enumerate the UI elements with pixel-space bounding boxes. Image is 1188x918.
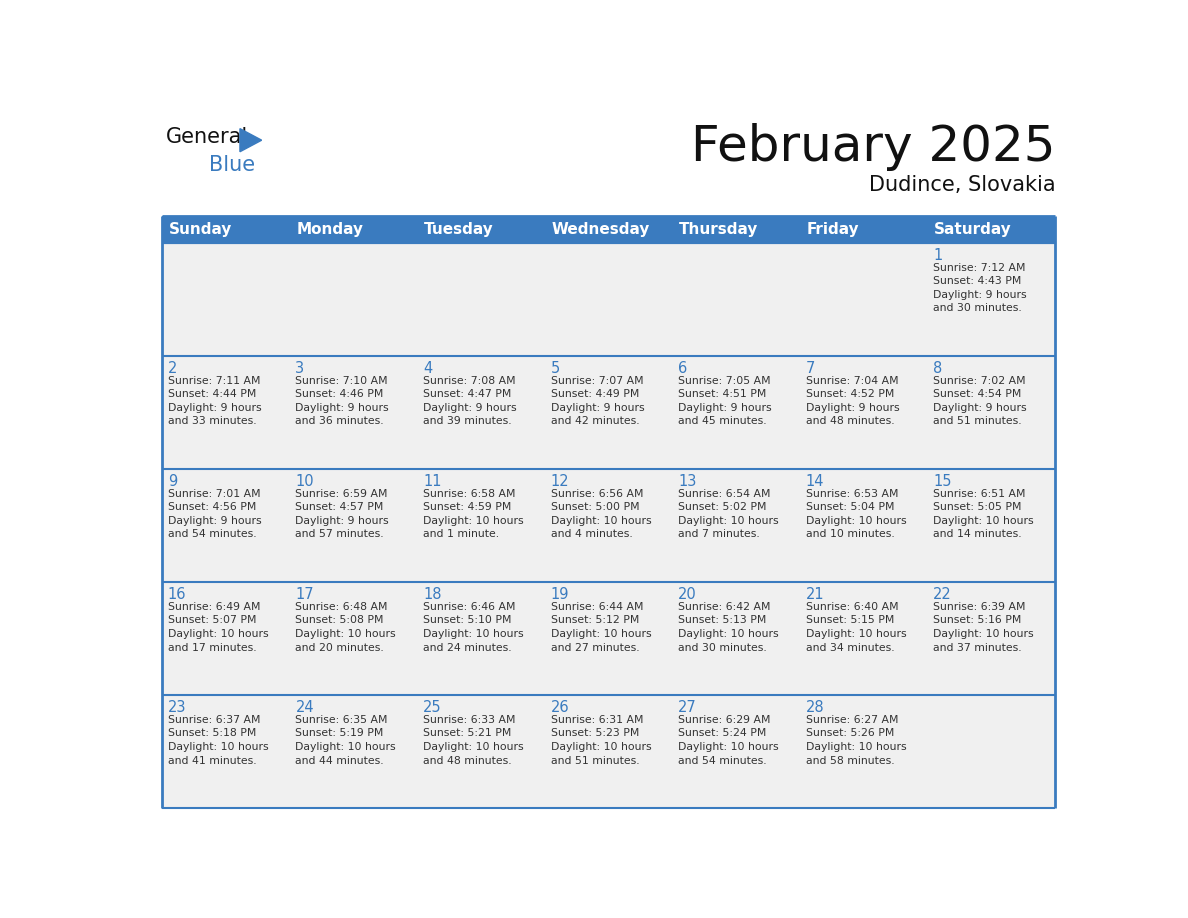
Text: 21: 21	[805, 588, 824, 602]
Text: Sunday: Sunday	[169, 221, 232, 237]
Text: Sunrise: 6:48 AM
Sunset: 5:08 PM
Daylight: 10 hours
and 20 minutes.: Sunrise: 6:48 AM Sunset: 5:08 PM Dayligh…	[296, 601, 396, 653]
Text: 3: 3	[296, 361, 304, 376]
Text: 18: 18	[423, 588, 442, 602]
Text: 10: 10	[296, 474, 314, 489]
Text: 2: 2	[168, 361, 177, 376]
Text: 24: 24	[296, 700, 314, 715]
Text: Sunrise: 6:44 AM
Sunset: 5:12 PM
Daylight: 10 hours
and 27 minutes.: Sunrise: 6:44 AM Sunset: 5:12 PM Dayligh…	[550, 601, 651, 653]
Text: Sunrise: 6:54 AM
Sunset: 5:02 PM
Daylight: 10 hours
and 7 minutes.: Sunrise: 6:54 AM Sunset: 5:02 PM Dayligh…	[678, 488, 778, 540]
Text: Sunrise: 6:35 AM
Sunset: 5:19 PM
Daylight: 10 hours
and 44 minutes.: Sunrise: 6:35 AM Sunset: 5:19 PM Dayligh…	[296, 715, 396, 766]
Bar	[163, 216, 290, 242]
Text: Sunrise: 7:04 AM
Sunset: 4:52 PM
Daylight: 9 hours
and 48 minutes.: Sunrise: 7:04 AM Sunset: 4:52 PM Dayligh…	[805, 375, 899, 427]
Bar	[672, 216, 801, 242]
Text: Sunrise: 6:39 AM
Sunset: 5:16 PM
Daylight: 10 hours
and 37 minutes.: Sunrise: 6:39 AM Sunset: 5:16 PM Dayligh…	[933, 601, 1034, 653]
Text: Sunrise: 7:10 AM
Sunset: 4:46 PM
Daylight: 9 hours
and 36 minutes.: Sunrise: 7:10 AM Sunset: 4:46 PM Dayligh…	[296, 375, 388, 427]
Text: Sunrise: 6:51 AM
Sunset: 5:05 PM
Daylight: 10 hours
and 14 minutes.: Sunrise: 6:51 AM Sunset: 5:05 PM Dayligh…	[933, 488, 1034, 540]
Text: 7: 7	[805, 361, 815, 376]
Text: Sunrise: 7:05 AM
Sunset: 4:51 PM
Daylight: 9 hours
and 45 minutes.: Sunrise: 7:05 AM Sunset: 4:51 PM Dayligh…	[678, 375, 772, 427]
Text: Sunrise: 6:49 AM
Sunset: 5:07 PM
Daylight: 10 hours
and 17 minutes.: Sunrise: 6:49 AM Sunset: 5:07 PM Dayligh…	[168, 601, 268, 653]
Text: 17: 17	[296, 588, 314, 602]
Text: Sunrise: 6:33 AM
Sunset: 5:21 PM
Daylight: 10 hours
and 48 minutes.: Sunrise: 6:33 AM Sunset: 5:21 PM Dayligh…	[423, 715, 524, 766]
Text: Sunrise: 6:53 AM
Sunset: 5:04 PM
Daylight: 10 hours
and 10 minutes.: Sunrise: 6:53 AM Sunset: 5:04 PM Dayligh…	[805, 488, 906, 540]
Text: Blue: Blue	[209, 155, 255, 174]
Text: 8: 8	[933, 361, 942, 376]
Text: Monday: Monday	[296, 221, 364, 237]
Text: 6: 6	[678, 361, 688, 376]
Text: 23: 23	[168, 700, 187, 715]
Text: 15: 15	[933, 474, 952, 489]
Text: Saturday: Saturday	[934, 221, 1012, 237]
Text: Tuesday: Tuesday	[424, 221, 494, 237]
Bar	[163, 355, 1055, 469]
Bar	[163, 242, 1055, 355]
Bar	[163, 469, 1055, 582]
Text: Sunrise: 6:27 AM
Sunset: 5:26 PM
Daylight: 10 hours
and 58 minutes.: Sunrise: 6:27 AM Sunset: 5:26 PM Dayligh…	[805, 715, 906, 766]
Text: Sunrise: 6:56 AM
Sunset: 5:00 PM
Daylight: 10 hours
and 4 minutes.: Sunrise: 6:56 AM Sunset: 5:00 PM Dayligh…	[550, 488, 651, 540]
Text: Wednesday: Wednesday	[551, 221, 650, 237]
Bar	[163, 695, 1055, 808]
Text: Sunrise: 7:11 AM
Sunset: 4:44 PM
Daylight: 9 hours
and 33 minutes.: Sunrise: 7:11 AM Sunset: 4:44 PM Dayligh…	[168, 375, 261, 427]
Text: Sunrise: 6:29 AM
Sunset: 5:24 PM
Daylight: 10 hours
and 54 minutes.: Sunrise: 6:29 AM Sunset: 5:24 PM Dayligh…	[678, 715, 778, 766]
Text: Sunrise: 7:08 AM
Sunset: 4:47 PM
Daylight: 9 hours
and 39 minutes.: Sunrise: 7:08 AM Sunset: 4:47 PM Dayligh…	[423, 375, 517, 427]
Text: Dudince, Slovakia: Dudince, Slovakia	[868, 174, 1055, 195]
Text: Thursday: Thursday	[680, 221, 758, 237]
Text: 28: 28	[805, 700, 824, 715]
Text: February 2025: February 2025	[690, 123, 1055, 172]
Text: Sunrise: 6:58 AM
Sunset: 4:59 PM
Daylight: 10 hours
and 1 minute.: Sunrise: 6:58 AM Sunset: 4:59 PM Dayligh…	[423, 488, 524, 540]
Text: 19: 19	[550, 588, 569, 602]
Bar	[417, 216, 545, 242]
Bar	[290, 216, 417, 242]
Text: 27: 27	[678, 700, 697, 715]
Bar	[545, 216, 672, 242]
Bar	[801, 216, 928, 242]
Text: 5: 5	[550, 361, 560, 376]
Text: 16: 16	[168, 588, 187, 602]
Text: 14: 14	[805, 474, 824, 489]
Bar	[163, 582, 1055, 695]
Text: Friday: Friday	[807, 221, 859, 237]
Text: 26: 26	[550, 700, 569, 715]
Text: Sunrise: 6:40 AM
Sunset: 5:15 PM
Daylight: 10 hours
and 34 minutes.: Sunrise: 6:40 AM Sunset: 5:15 PM Dayligh…	[805, 601, 906, 653]
Text: General: General	[166, 127, 248, 147]
Polygon shape	[240, 129, 261, 151]
Text: 11: 11	[423, 474, 442, 489]
Text: 22: 22	[933, 588, 952, 602]
Text: 9: 9	[168, 474, 177, 489]
Bar	[928, 216, 1055, 242]
Text: 4: 4	[423, 361, 432, 376]
Text: Sunrise: 6:42 AM
Sunset: 5:13 PM
Daylight: 10 hours
and 30 minutes.: Sunrise: 6:42 AM Sunset: 5:13 PM Dayligh…	[678, 601, 778, 653]
Text: Sunrise: 6:59 AM
Sunset: 4:57 PM
Daylight: 9 hours
and 57 minutes.: Sunrise: 6:59 AM Sunset: 4:57 PM Dayligh…	[296, 488, 388, 540]
Text: Sunrise: 6:46 AM
Sunset: 5:10 PM
Daylight: 10 hours
and 24 minutes.: Sunrise: 6:46 AM Sunset: 5:10 PM Dayligh…	[423, 601, 524, 653]
Text: 12: 12	[550, 474, 569, 489]
Text: Sunrise: 7:12 AM
Sunset: 4:43 PM
Daylight: 9 hours
and 30 minutes.: Sunrise: 7:12 AM Sunset: 4:43 PM Dayligh…	[933, 263, 1026, 313]
Text: Sunrise: 7:01 AM
Sunset: 4:56 PM
Daylight: 9 hours
and 54 minutes.: Sunrise: 7:01 AM Sunset: 4:56 PM Dayligh…	[168, 488, 261, 540]
Text: 25: 25	[423, 700, 442, 715]
Text: 1: 1	[933, 248, 942, 263]
Text: Sunrise: 6:37 AM
Sunset: 5:18 PM
Daylight: 10 hours
and 41 minutes.: Sunrise: 6:37 AM Sunset: 5:18 PM Dayligh…	[168, 715, 268, 766]
Text: 20: 20	[678, 588, 697, 602]
Text: Sunrise: 7:02 AM
Sunset: 4:54 PM
Daylight: 9 hours
and 51 minutes.: Sunrise: 7:02 AM Sunset: 4:54 PM Dayligh…	[933, 375, 1026, 427]
Text: Sunrise: 7:07 AM
Sunset: 4:49 PM
Daylight: 9 hours
and 42 minutes.: Sunrise: 7:07 AM Sunset: 4:49 PM Dayligh…	[550, 375, 644, 427]
Text: 13: 13	[678, 474, 696, 489]
Text: Sunrise: 6:31 AM
Sunset: 5:23 PM
Daylight: 10 hours
and 51 minutes.: Sunrise: 6:31 AM Sunset: 5:23 PM Dayligh…	[550, 715, 651, 766]
